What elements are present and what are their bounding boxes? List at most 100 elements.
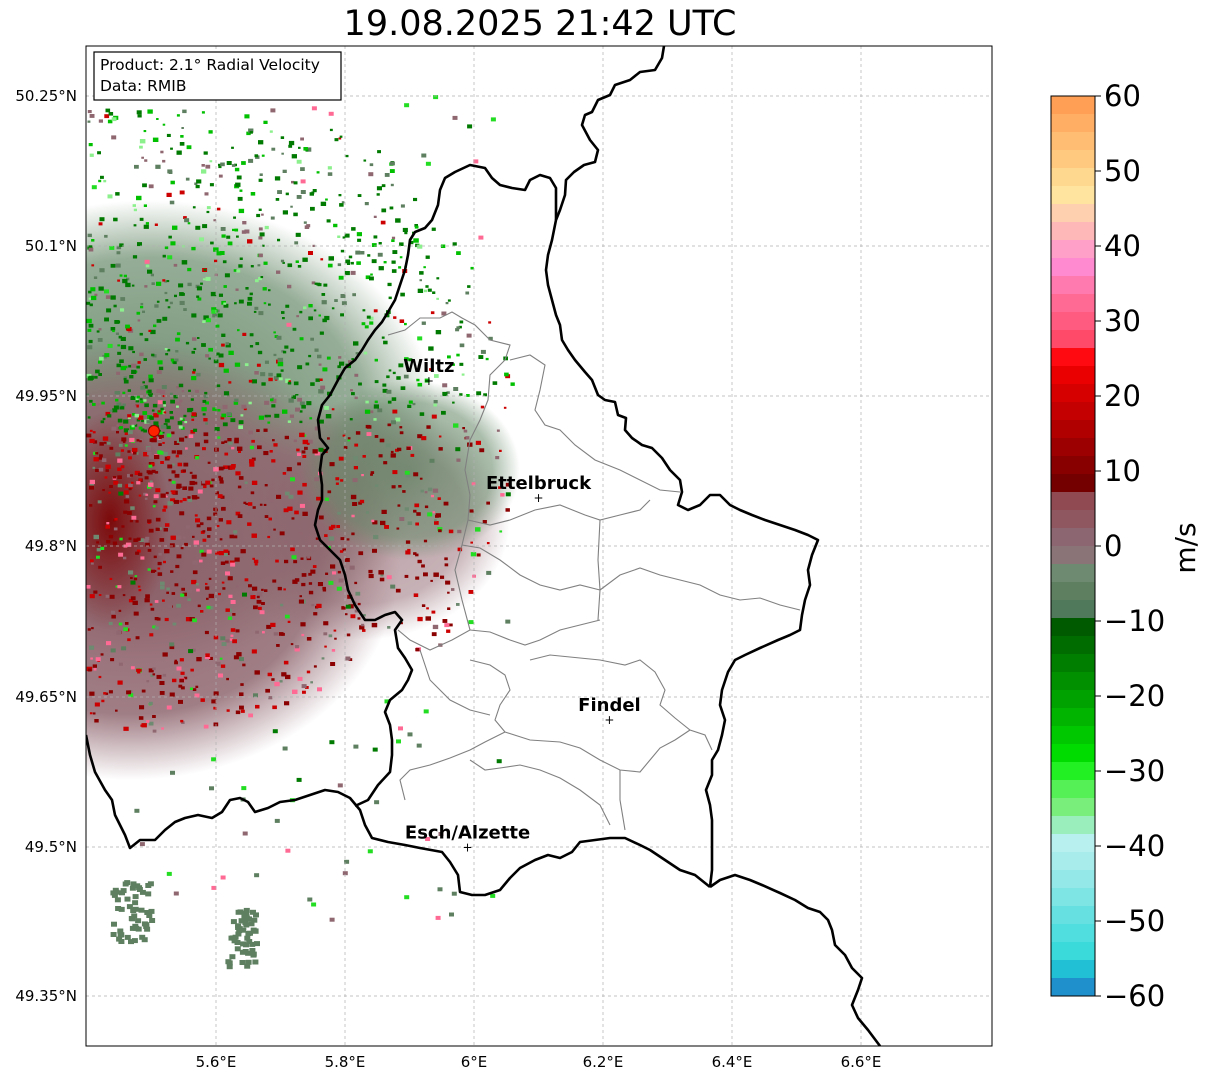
- lon-label: 6.6°E: [841, 1053, 882, 1071]
- colorbar-band: [1051, 960, 1095, 979]
- colorbar-tick-label: 60: [1104, 79, 1141, 113]
- colorbar-band: [1051, 600, 1095, 619]
- colorbar-band: [1051, 510, 1095, 529]
- colorbar-band: [1051, 132, 1095, 151]
- colorbar-tick-label: −60: [1104, 979, 1165, 1013]
- colorbar-band: [1051, 168, 1095, 187]
- colorbar-band: [1051, 672, 1095, 691]
- lon-label: 6°E: [461, 1053, 488, 1071]
- info-product: Product: 2.1° Radial Velocity: [100, 56, 320, 74]
- colorbar-tick-label: 10: [1104, 454, 1141, 488]
- colorbar-band: [1051, 582, 1095, 601]
- colorbar-tick-label: 40: [1104, 229, 1141, 263]
- colorbar-tick-label: −40: [1104, 829, 1165, 863]
- colorbar-band: [1051, 186, 1095, 205]
- colorbar-band: [1051, 816, 1095, 835]
- colorbar-band: [1051, 114, 1095, 133]
- colorbar-tick-label: 30: [1104, 304, 1141, 338]
- longitude-labels: 5.6°E 5.8°E 6°E 6.2°E 6.4°E 6.6°E: [196, 1053, 882, 1071]
- graticule: [86, 46, 992, 1046]
- colorbar-band: [1051, 150, 1095, 169]
- colorbar-band: [1051, 942, 1095, 961]
- colorbar-band: [1051, 564, 1095, 583]
- colorbar-tick-label: 0: [1104, 529, 1122, 563]
- colorbar-band: [1051, 852, 1095, 871]
- city-findel[interactable]: +Findel: [578, 695, 641, 727]
- colorbar-label: m/s: [1169, 522, 1202, 573]
- colorbar-band: [1051, 420, 1095, 439]
- map-title: 19.08.2025 21:42 UTC: [343, 4, 737, 44]
- city-marker-icon: +: [604, 713, 614, 727]
- country-borders: [86, 46, 882, 1046]
- colorbar-tick-label: −20: [1104, 679, 1165, 713]
- colorbar-band: [1051, 780, 1095, 799]
- colorbar-band: [1051, 654, 1095, 673]
- colorbar-band: [1051, 438, 1095, 457]
- colorbar-band: [1051, 456, 1095, 475]
- radar-site-marker[interactable]: [148, 425, 160, 437]
- city-wiltz[interactable]: +Wiltz: [403, 356, 454, 388]
- lat-label: 50.1°N: [25, 237, 77, 255]
- lon-label: 5.8°E: [325, 1053, 366, 1071]
- colorbar-band: [1051, 690, 1095, 709]
- radar-velocity-layer: [86, 91, 520, 970]
- colorbar-band: [1051, 924, 1095, 943]
- latitude-labels: 50.25°N 50.1°N 49.95°N 49.8°N 49.65°N 49…: [15, 87, 77, 1005]
- colorbar-tick-label: −50: [1104, 904, 1165, 938]
- lon-label: 6.2°E: [583, 1053, 624, 1071]
- colorbar-band: [1051, 312, 1095, 331]
- city-marker-icon: +: [424, 374, 434, 388]
- info-box: Product: 2.1° Radial Velocity Data: RMIB: [93, 51, 342, 101]
- city-ettelbruck[interactable]: +Ettelbruck: [486, 473, 592, 505]
- lon-label: 5.6°E: [196, 1053, 237, 1071]
- colorbar-band: [1051, 204, 1095, 223]
- colorbar-band: [1051, 546, 1095, 565]
- colorbar-band: [1051, 618, 1095, 637]
- lon-label: 6.4°E: [712, 1053, 753, 1071]
- colorbar-band: [1051, 474, 1095, 493]
- lat-label: 50.25°N: [15, 87, 77, 105]
- colorbar-band: [1051, 366, 1095, 385]
- colorbar-band: [1051, 888, 1095, 907]
- colorbar-band: [1051, 978, 1095, 997]
- lat-label: 49.35°N: [15, 987, 77, 1005]
- colorbar-band: [1051, 330, 1095, 349]
- colorbar-band: [1051, 96, 1095, 115]
- colorbar-tick-label: −30: [1104, 754, 1165, 788]
- colorbar-band: [1051, 492, 1095, 511]
- canton-boundaries: [387, 311, 801, 831]
- lat-label: 49.65°N: [15, 688, 77, 706]
- colorbar-band: [1051, 528, 1095, 547]
- info-source: Data: RMIB: [100, 77, 187, 95]
- colorbar-band: [1051, 762, 1095, 781]
- colorbar: 60 50 40 30 20 10 0 −10 −20 −30 −40 −50 −60 m/s: [1050, 79, 1202, 1013]
- colorbar-tick-label: 50: [1104, 154, 1141, 188]
- lat-label: 49.8°N: [25, 537, 77, 555]
- colorbar-band: [1051, 906, 1095, 925]
- city-marker-icon: +: [533, 491, 543, 505]
- colorbar-band: [1051, 348, 1095, 367]
- colorbar-band: [1051, 294, 1095, 313]
- colorbar-tick-label: 20: [1104, 379, 1141, 413]
- colorbar-band: [1051, 240, 1095, 259]
- colorbar-tick-label: −10: [1104, 604, 1165, 638]
- city-label: Esch/Alzette: [405, 822, 530, 843]
- colorbar-band: [1051, 708, 1095, 727]
- colorbar-band: [1051, 798, 1095, 817]
- city-marker-icon: +: [463, 840, 473, 854]
- lat-label: 49.95°N: [15, 387, 77, 405]
- colorbar-band: [1051, 276, 1095, 295]
- city-label: Ettelbruck: [486, 473, 592, 494]
- colorbar-band: [1051, 744, 1095, 763]
- city-label: Findel: [578, 695, 641, 716]
- lat-label: 49.5°N: [25, 838, 77, 856]
- colorbar-band: [1051, 726, 1095, 745]
- colorbar-band: [1051, 258, 1095, 277]
- colorbar-band: [1051, 384, 1095, 403]
- colorbar-band: [1051, 222, 1095, 241]
- colorbar-band: [1051, 636, 1095, 655]
- colorbar-band: [1051, 870, 1095, 889]
- colorbar-band: [1051, 402, 1095, 421]
- city-esch-alzette[interactable]: +Esch/Alzette: [405, 822, 530, 854]
